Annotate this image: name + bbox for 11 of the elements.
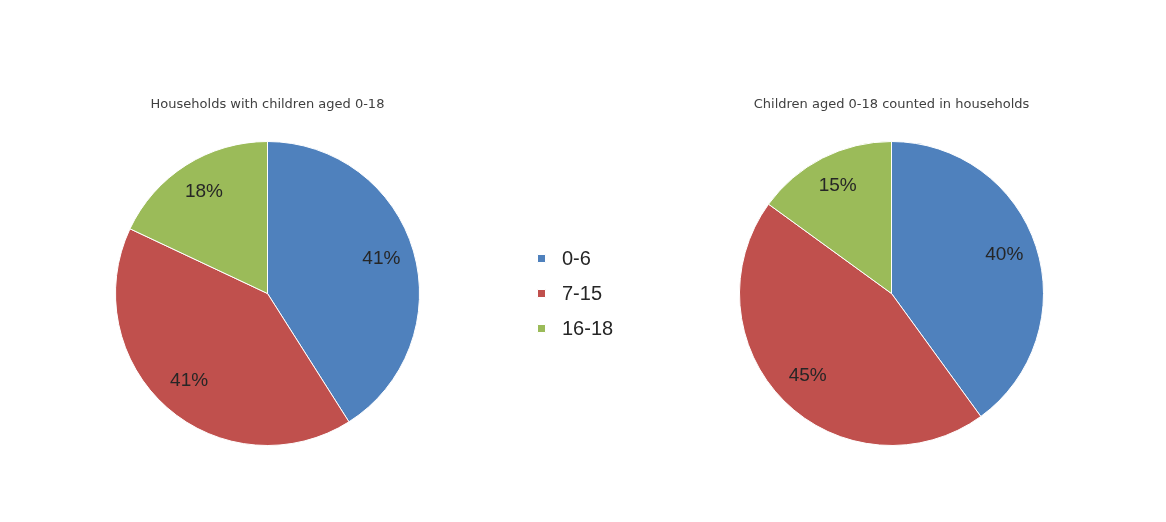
legend-label: 16-18 (562, 316, 614, 340)
legend-label: 7-15 (562, 281, 603, 305)
data-label: 15% (818, 174, 857, 196)
data-label: 18% (184, 179, 224, 201)
data-label: 41% (170, 368, 209, 390)
legend-label: 0-6 (562, 246, 591, 270)
data-label: 45% (788, 363, 827, 385)
chart-title: Children aged 0-18 counted in households (753, 96, 1030, 111)
data-label: 40% (985, 243, 1024, 265)
chart-title: Households with children aged 0-18 (150, 96, 385, 111)
data-label: 41% (362, 246, 401, 268)
